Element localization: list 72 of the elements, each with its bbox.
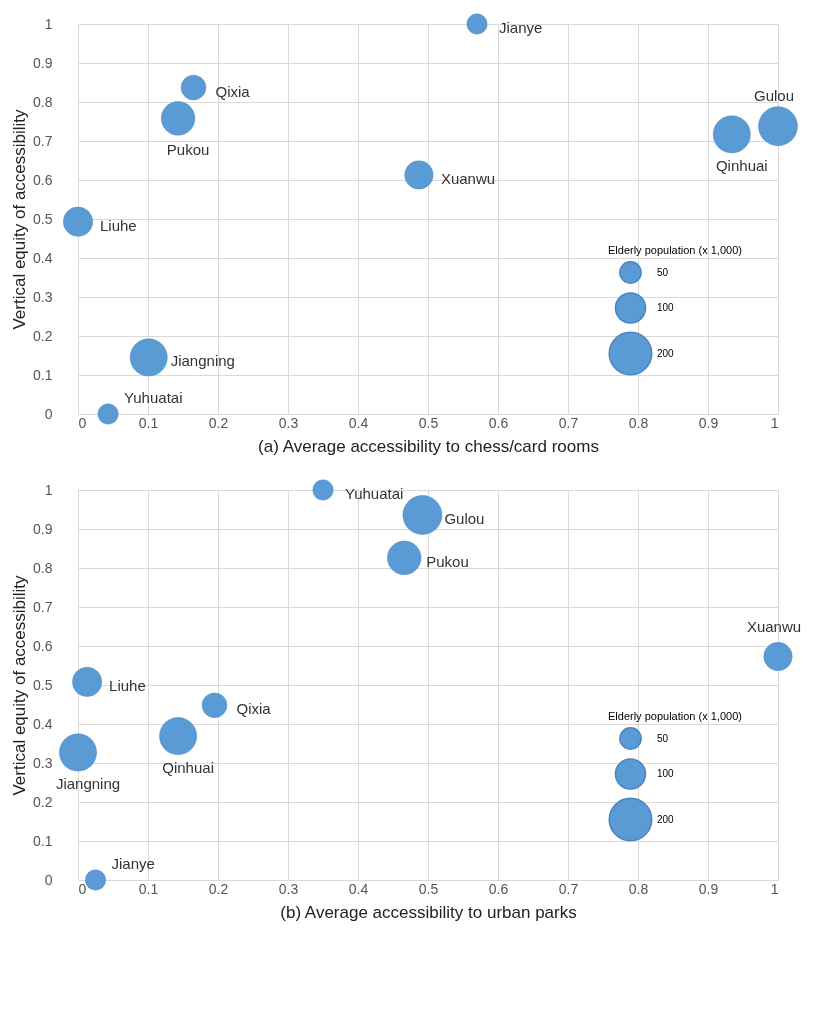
x-tick-label: 0.8 [628,414,649,431]
annotation: Xuanwu [440,169,496,187]
y-tick-label: 0.1 [33,832,53,849]
annotation: Liuhe [109,676,146,694]
annotation: Qixia [215,82,251,100]
x-tick-label: 0.9 [698,880,719,897]
annotation: Pukou [166,141,210,159]
y-tick-label: 0.4 [33,249,53,266]
y-tick-label: 0.7 [33,132,53,149]
annotation: Jianye [499,19,543,36]
y-axis-title: Vertical equity of accessibility [10,574,30,796]
y-tick-label: 0.1 [33,366,53,383]
annotation: Gulou [753,87,795,105]
y-tick-label: 1 [44,15,53,32]
y-tick-label: 0.9 [33,54,53,71]
legend-title: Elderly population (x 1,000) [608,244,742,256]
annotation: Xuanwu [746,617,802,635]
x-tick-label: 0.3 [278,880,299,897]
x-tick-label: 0.7 [558,880,579,897]
legend-label: 100 [657,768,675,779]
x-tick-label: 0.8 [628,880,649,897]
y-tick-label: 0.3 [33,754,53,771]
x-tick-label: 0.5 [418,880,439,897]
annotation: Yuhuatai [345,485,404,502]
y-tick-label: 0.8 [33,559,53,576]
y-axis-title: Vertical equity of accessibility [10,108,30,330]
x-tick-label: 0.6 [488,880,509,897]
y-tick-label: 0.2 [33,793,53,810]
x-tick-label: 0.2 [208,880,229,897]
legend-label: 100 [657,302,675,313]
annotation: Jiangning [170,352,235,370]
y-tick-label: 0.5 [33,676,53,693]
legend-label: 50 [657,266,669,278]
y-tick-label: 0.3 [33,288,53,305]
y-tick-label: 0.9 [33,520,53,537]
annotation: Qinhuai [162,759,214,777]
annotation: Qinhuai [715,157,768,175]
annotation: Liuhe [100,216,137,234]
legend-label: 200 [657,813,675,825]
x-tick-label: 0.9 [698,414,719,431]
x-tick-label: 0.6 [488,414,509,431]
x-tick-label: 0 [78,880,87,897]
y-tick-label: 0.6 [33,637,53,654]
legend-title: Elderly population (x 1,000) [608,710,742,722]
x-tick-label: 0.3 [278,414,299,431]
x-tick-label: 0.2 [208,414,229,431]
y-tick-label: 1 [44,481,53,498]
annotation: Qixia [236,700,272,718]
annotation: Jiangning [55,775,121,793]
x-tick-label: 1 [770,414,779,431]
y-tick-label: 0.5 [33,210,53,227]
y-tick-label: 0.2 [33,327,53,344]
annotation: Pukou [426,552,469,570]
y-tick-label: 0.4 [33,715,53,732]
x-axis-title: (a) Average accessibility to chess/card rooms [258,436,599,456]
x-axis-title: (b) Average accessibility to urban parks [280,902,577,922]
x-tick-label: 1 [770,880,779,897]
y-tick-label: 0.8 [33,93,53,110]
annotation: Gulou [444,509,485,527]
x-tick-label: 0.7 [558,414,579,431]
annotation: Jianye [111,855,155,872]
legend-label: 50 [657,732,669,744]
y-tick-label: 0.7 [33,598,53,615]
x-tick-label: 0.1 [138,880,159,897]
x-tick-label: 0 [78,414,87,431]
x-tick-label: 0.5 [418,414,439,431]
x-tick-label: 0.1 [138,414,159,431]
x-tick-label: 0.4 [348,880,369,897]
legend-label: 200 [657,347,675,359]
annotation: Yuhuatai [124,389,183,406]
y-tick-label: 0.6 [33,171,53,188]
x-tick-label: 0.4 [348,414,369,431]
